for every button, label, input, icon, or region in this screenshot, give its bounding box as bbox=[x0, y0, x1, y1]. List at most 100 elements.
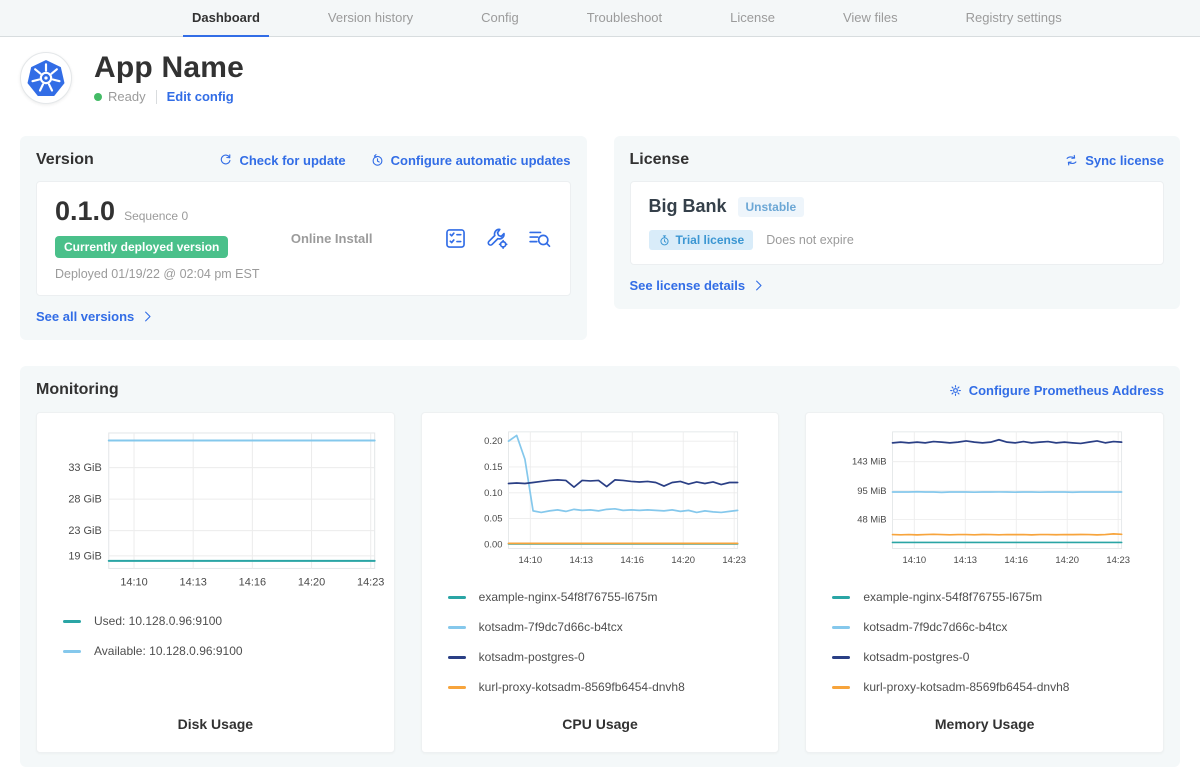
legend-item: Available: 10.128.0.96:9100 bbox=[63, 644, 384, 658]
version-number: 0.1.0 bbox=[55, 196, 116, 226]
version-info: 0.1.0 Sequence 0 Currently deployed vers… bbox=[55, 196, 291, 281]
svg-text:0.05: 0.05 bbox=[484, 513, 502, 524]
expiry-label: Does not expire bbox=[766, 233, 854, 247]
legend-item: kurl-proxy-kotsadm-8569fb6454-dnvh8 bbox=[832, 680, 1153, 694]
configure-prometheus-link[interactable]: Configure Prometheus Address bbox=[948, 383, 1164, 398]
tab-registry-settings[interactable]: Registry settings bbox=[965, 10, 1062, 25]
chart-plot: 0.20 0.15 0.10 0.05 0.00 14:10 14:13 14:16 14:20… bbox=[484, 431, 746, 565]
deployed-version-panel: 0.1.0 Sequence 0 Currently deployed vers… bbox=[36, 181, 571, 296]
svg-text:14:23: 14:23 bbox=[357, 576, 384, 588]
configure-automatic-updates-link[interactable]: Configure automatic updates bbox=[370, 153, 571, 168]
svg-text:48 MiB: 48 MiB bbox=[858, 513, 887, 524]
chart-legend: example-nginx-54f8f76755-l675m kotsadm-7f… bbox=[832, 590, 1153, 710]
svg-text:14:13: 14:13 bbox=[569, 554, 593, 565]
currently-deployed-badge: Currently deployed version bbox=[55, 236, 229, 258]
chart-title: CPU Usage bbox=[562, 716, 638, 732]
sequence-label: Sequence 0 bbox=[124, 209, 189, 223]
legend-dash-icon bbox=[832, 625, 851, 629]
legend-dash-icon bbox=[832, 655, 851, 659]
cpu-usage-chart-card: 0.20 0.15 0.10 0.05 0.00 14:10 14:13 14:16 14:20… bbox=[420, 412, 780, 753]
legend-dash-icon bbox=[447, 655, 466, 659]
svg-text:14:10: 14:10 bbox=[903, 554, 927, 565]
charts-row: 33 GiB 28 GiB 23 GiB 19 GiB 14:10 14:13 14:16 1… bbox=[36, 412, 1165, 753]
svg-text:14:20: 14:20 bbox=[671, 554, 695, 565]
chart-legend: example-nginx-54f8f76755-l675m kotsadm-7f… bbox=[447, 590, 769, 710]
legend-dash-icon bbox=[447, 625, 466, 629]
install-type-label: Online Install bbox=[290, 231, 373, 246]
tab-troubleshoot[interactable]: Troubleshoot bbox=[586, 10, 663, 25]
legend-label: example-nginx-54f8f76755-l675m bbox=[863, 590, 1043, 604]
svg-text:14:13: 14:13 bbox=[180, 576, 207, 588]
channel-badge: Unstable bbox=[737, 196, 805, 217]
chevron-right-icon bbox=[145, 311, 151, 322]
chart-plot: 33 GiB 28 GiB 23 GiB 19 GiB 14:10 14:13 14:16 1… bbox=[68, 432, 384, 588]
chart-title: Disk Usage bbox=[177, 716, 254, 732]
legend-label: Used: 10.128.0.96:9100 bbox=[94, 614, 223, 629]
preflight-checklist-button[interactable] bbox=[443, 226, 468, 251]
monitoring-card: Monitoring Configure Prometheus Address … bbox=[20, 366, 1180, 767]
legend-item: kotsadm-postgres-0 bbox=[832, 650, 1153, 664]
divider bbox=[155, 89, 157, 104]
license-panel: Big Bank Unstable Trial license Does not… bbox=[629, 181, 1164, 265]
see-license-details-link[interactable]: See license details bbox=[630, 278, 767, 293]
tab-view-files[interactable]: View files bbox=[842, 10, 898, 25]
customer-name: Big Bank bbox=[648, 196, 727, 216]
legend-dash-icon bbox=[63, 649, 81, 653]
legend-label: kotsadm-postgres-0 bbox=[863, 650, 970, 664]
legend-item: kotsadm-postgres-0 bbox=[447, 650, 769, 664]
svg-text:14:16: 14:16 bbox=[620, 554, 644, 565]
memory-usage-chart-card: 143 MiB 95 MiB 48 MiB 14:10 14:13 14:16 14:20 1… bbox=[805, 412, 1165, 753]
disk-usage-chart-card: 33 GiB 28 GiB 23 GiB 19 GiB 14:10 14:13 14:16 1… bbox=[36, 412, 395, 753]
kubernetes-logo-icon bbox=[27, 59, 65, 96]
edit-config-link[interactable]: Edit config bbox=[166, 89, 234, 104]
tab-dashboard[interactable]: Dashboard bbox=[183, 0, 269, 37]
preflight-checklist-icon bbox=[445, 229, 465, 248]
version-header-links: Check for update Configure automatic upd… bbox=[218, 153, 571, 168]
license-card: License Sync license Big Bank Unstable bbox=[613, 136, 1180, 309]
legend-item: kurl-proxy-kotsadm-8569fb6454-dnvh8 bbox=[447, 680, 769, 694]
version-card: Version Check for update bbox=[20, 136, 587, 340]
legend-item: example-nginx-54f8f76755-l675m bbox=[832, 590, 1153, 604]
tab-version-history[interactable]: Version history bbox=[327, 10, 414, 25]
svg-text:14:20: 14:20 bbox=[1056, 554, 1080, 565]
config-tools-button[interactable] bbox=[485, 226, 510, 251]
monitoring-heading: Monitoring bbox=[36, 381, 119, 398]
refresh-icon bbox=[221, 153, 231, 164]
svg-text:0.10: 0.10 bbox=[484, 487, 502, 498]
wrench-gear-icon bbox=[487, 228, 507, 249]
svg-text:0.00: 0.00 bbox=[484, 538, 502, 549]
version-action-icons bbox=[443, 226, 552, 251]
check-for-update-link[interactable]: Check for update bbox=[218, 153, 346, 168]
page-title: App Name bbox=[94, 51, 244, 84]
see-all-versions-link[interactable]: See all versions bbox=[36, 309, 155, 324]
legend-label: example-nginx-54f8f76755-l675m bbox=[478, 590, 658, 604]
legend-label: kurl-proxy-kotsadm-8569fb6454-dnvh8 bbox=[863, 680, 1070, 694]
chart-plot: 143 MiB 95 MiB 48 MiB 14:10 14:13 14:16 14:20 1… bbox=[852, 431, 1131, 565]
tab-license[interactable]: License bbox=[730, 10, 775, 25]
status-badge: Ready bbox=[94, 89, 146, 104]
file-search-button[interactable] bbox=[527, 226, 552, 251]
legend-label: Available: 10.128.0.96:9100 bbox=[94, 644, 243, 659]
file-search-icon bbox=[528, 231, 550, 248]
svg-text:14:23: 14:23 bbox=[722, 554, 746, 565]
svg-text:14:13: 14:13 bbox=[954, 554, 978, 565]
svg-text:14:10: 14:10 bbox=[120, 576, 147, 588]
svg-text:95 MiB: 95 MiB bbox=[858, 485, 887, 496]
svg-text:28 GiB: 28 GiB bbox=[68, 494, 101, 506]
svg-text:14:20: 14:20 bbox=[298, 576, 325, 588]
sync-license-link[interactable]: Sync license bbox=[1064, 153, 1164, 168]
summary-cards-row: Version Check for update bbox=[20, 136, 1180, 340]
app-icon bbox=[20, 51, 72, 104]
svg-text:14:23: 14:23 bbox=[1107, 554, 1131, 565]
legend-item: kotsadm-7f9dc7d66c-b4tcx bbox=[832, 620, 1153, 634]
version-heading: Version bbox=[36, 151, 94, 168]
version-card-header: Version Check for update bbox=[36, 151, 571, 169]
legend-label: kotsadm-7f9dc7d66c-b4tcx bbox=[478, 620, 623, 634]
tab-config[interactable]: Config bbox=[481, 10, 519, 25]
legend-item: example-nginx-54f8f76755-l675m bbox=[447, 590, 769, 604]
chart-title: Memory Usage bbox=[934, 716, 1035, 732]
legend-dash-icon bbox=[832, 685, 851, 689]
app-title-block: App Name Ready Edit config bbox=[94, 51, 244, 104]
clock-refresh-icon bbox=[372, 153, 383, 166]
legend-label: kotsadm-7f9dc7d66c-b4tcx bbox=[863, 620, 1008, 634]
